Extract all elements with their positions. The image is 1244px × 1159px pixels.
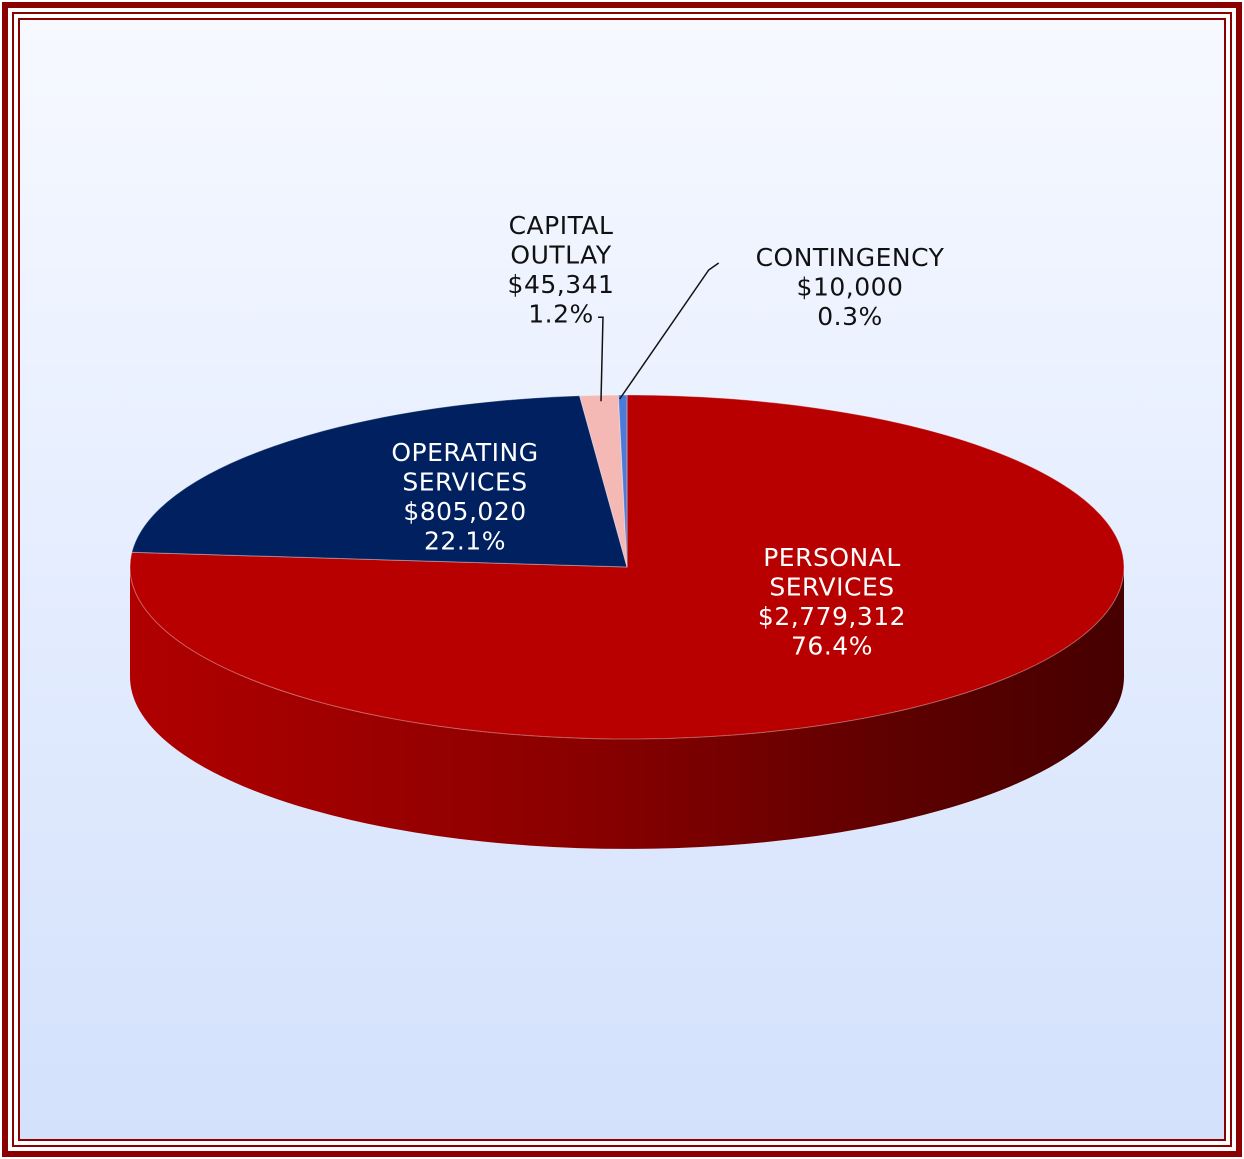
leader-line-contingency <box>619 262 720 400</box>
data-label-capital_outlay: CAPITAL OUTLAY $45,341 1.2% <box>508 211 615 329</box>
leader-line-capital-outlay <box>597 316 604 402</box>
data-label-line: CONTINGENCY <box>756 243 945 272</box>
chart-frame-inner: PERSONAL SERVICES $2,779,312 76.4% OPERATING… <box>12 12 1232 1147</box>
slice-labels: PERSONAL SERVICES $2,779,312 76.4%OPERATING… <box>391 211 944 661</box>
data-label-line: OPERATING <box>391 438 538 467</box>
chart-panel: PERSONAL SERVICES $2,779,312 76.4% OPERATING… <box>18 18 1226 1141</box>
data-label-line: 1.2% <box>528 300 594 329</box>
leader-lines <box>597 262 720 402</box>
data-label-line: $2,779,312 <box>758 602 906 631</box>
pie-slice-personal_services <box>129 394 1125 740</box>
pie-side-layer <box>130 567 1124 849</box>
pie-slice-operating_services <box>131 395 628 568</box>
pie-top-layer <box>129 394 1125 740</box>
data-label-line: 76.4% <box>791 632 873 661</box>
data-label-operating_services: OPERATING SERVICES $805,020 22.1% <box>391 438 538 556</box>
data-label-line: OUTLAY <box>510 241 611 270</box>
data-label-line: CAPITAL <box>509 211 614 240</box>
pie-chart: PERSONAL SERVICES $2,779,312 76.4%OPERATING… <box>129 211 1125 849</box>
data-label-line: $45,341 <box>508 270 615 299</box>
data-label-line: SERVICES <box>402 468 527 497</box>
data-label-line: $805,020 <box>403 497 526 526</box>
data-label-line: 22.1% <box>424 527 506 556</box>
data-label-personal_services: PERSONAL SERVICES $2,779,312 76.4% <box>758 543 906 661</box>
data-label-line: $10,000 <box>797 273 904 302</box>
data-label-line: SERVICES <box>769 573 894 602</box>
pie-side-personal_services <box>130 567 1124 849</box>
data-label-line: PERSONAL <box>763 543 901 572</box>
pie-slice-capital_outlay <box>578 394 628 568</box>
data-label-contingency: CONTINGENCY $10,000 0.3% <box>756 243 945 331</box>
data-label-line: 0.3% <box>817 302 883 331</box>
